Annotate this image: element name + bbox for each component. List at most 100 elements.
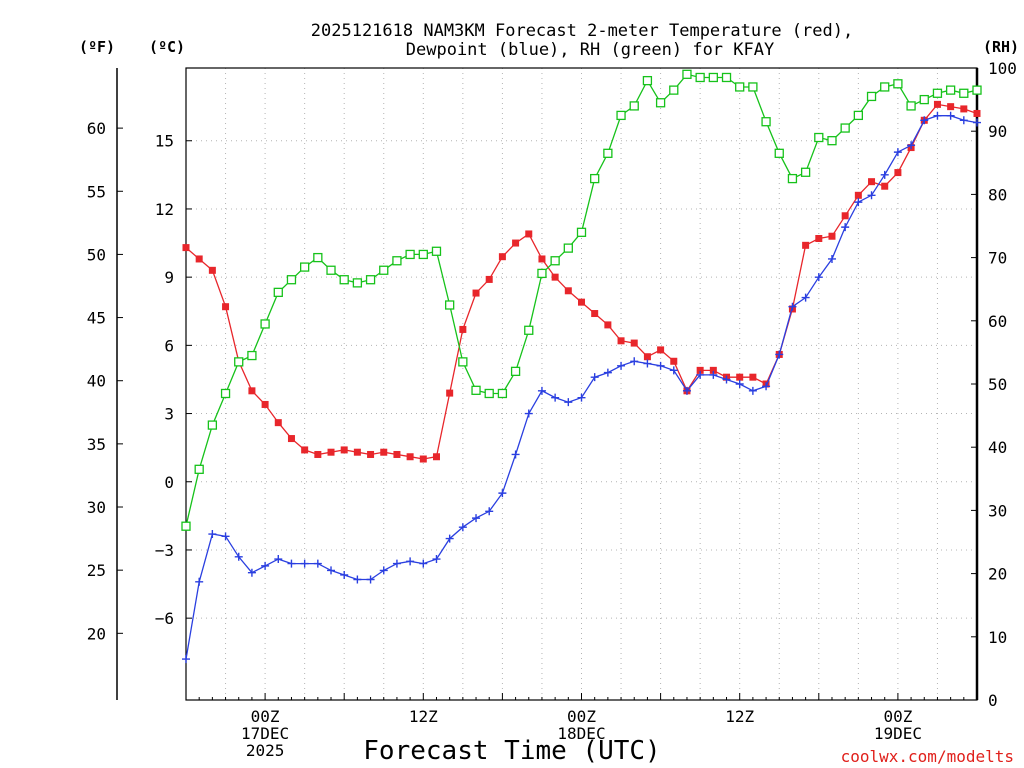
rh-tick-label: 40 bbox=[988, 438, 1007, 457]
data-point bbox=[708, 72, 718, 83]
data-point bbox=[854, 191, 862, 199]
data-point bbox=[459, 325, 467, 333]
data-point bbox=[880, 170, 889, 179]
data-point bbox=[392, 256, 402, 266]
series-dewpoint bbox=[182, 111, 981, 664]
data-point bbox=[775, 350, 784, 359]
data-point bbox=[182, 244, 190, 252]
data-point bbox=[867, 191, 876, 200]
data-point bbox=[405, 249, 415, 260]
data-point bbox=[379, 566, 388, 575]
data-point bbox=[841, 212, 849, 220]
data-point bbox=[195, 577, 204, 586]
data-point bbox=[551, 273, 559, 281]
data-point bbox=[643, 353, 651, 361]
data-point bbox=[840, 123, 850, 133]
data-point bbox=[907, 141, 916, 150]
data-point bbox=[432, 555, 441, 564]
data-point bbox=[432, 453, 440, 461]
x-tick-label: 12Z bbox=[725, 707, 754, 726]
data-point bbox=[945, 85, 956, 95]
data-point bbox=[827, 254, 836, 263]
data-point bbox=[721, 72, 732, 83]
data-point bbox=[538, 255, 546, 263]
data-point bbox=[274, 419, 282, 427]
data-point bbox=[814, 273, 823, 282]
data-point bbox=[920, 116, 929, 125]
data-point bbox=[774, 148, 784, 158]
data-point bbox=[576, 227, 587, 237]
data-point bbox=[537, 268, 547, 279]
series-line bbox=[185, 103, 978, 460]
data-point bbox=[445, 534, 454, 543]
data-point bbox=[946, 111, 955, 120]
data-point bbox=[695, 72, 705, 83]
fahrenheit-tick-label: 30 bbox=[87, 498, 106, 517]
rh-tick-label: 20 bbox=[988, 565, 1007, 584]
data-point bbox=[669, 366, 678, 375]
data-point bbox=[590, 173, 600, 184]
data-point bbox=[682, 386, 691, 395]
data-point bbox=[564, 287, 572, 295]
data-point bbox=[643, 359, 652, 368]
data-point bbox=[392, 559, 401, 568]
x-tick-label: 00Z bbox=[251, 707, 280, 726]
rh-tick-label: 30 bbox=[988, 501, 1007, 520]
data-point bbox=[471, 385, 481, 395]
data-point bbox=[815, 235, 823, 243]
data-point bbox=[735, 82, 745, 92]
fahrenheit-tick-label: 45 bbox=[87, 309, 106, 328]
data-point bbox=[709, 366, 717, 374]
data-point bbox=[510, 366, 521, 377]
x-tick-label: 17DEC bbox=[241, 724, 289, 743]
celsius-tick-label: 9 bbox=[164, 268, 174, 287]
fahrenheit-axis-unit: (ºF) bbox=[79, 38, 115, 56]
data-point bbox=[959, 116, 968, 125]
x-axis-title: Forecast Time (UTC) bbox=[363, 736, 660, 766]
data-point bbox=[498, 253, 506, 261]
rh-tick-label: 100 bbox=[988, 59, 1017, 78]
data-point bbox=[406, 453, 414, 461]
data-point bbox=[866, 91, 877, 102]
data-point bbox=[854, 198, 863, 207]
data-point bbox=[431, 246, 442, 256]
fahrenheit-tick-label: 20 bbox=[87, 624, 106, 643]
data-point bbox=[880, 82, 890, 92]
data-point bbox=[657, 346, 665, 354]
data-point bbox=[881, 182, 889, 190]
data-point bbox=[498, 489, 507, 498]
data-point bbox=[630, 339, 638, 347]
data-point bbox=[787, 173, 798, 184]
data-point bbox=[801, 293, 810, 302]
rh-tick-label: 0 bbox=[988, 691, 998, 710]
data-point bbox=[800, 167, 811, 177]
rh-axis-unit: (RH) bbox=[983, 38, 1019, 56]
chart-title-line1: 2025121618 NAM3KM Forecast 2-meter Tempe… bbox=[311, 21, 853, 41]
celsius-tick-label: −3 bbox=[155, 541, 174, 560]
x-tick-label: 19DEC bbox=[874, 724, 922, 743]
data-point bbox=[749, 373, 757, 381]
data-point bbox=[960, 105, 968, 113]
data-point bbox=[656, 361, 665, 370]
data-point bbox=[234, 357, 244, 367]
data-point bbox=[722, 375, 731, 384]
data-point bbox=[261, 400, 269, 408]
data-point bbox=[630, 357, 639, 366]
data-point bbox=[393, 450, 401, 458]
data-point bbox=[497, 388, 508, 399]
data-point bbox=[655, 98, 666, 108]
data-point bbox=[472, 289, 480, 297]
data-point bbox=[894, 169, 902, 177]
data-point bbox=[617, 337, 625, 345]
data-point bbox=[181, 521, 191, 531]
data-point bbox=[313, 252, 323, 263]
data-point bbox=[207, 420, 218, 430]
data-point bbox=[419, 455, 427, 463]
data-point bbox=[221, 532, 230, 541]
data-point bbox=[748, 82, 758, 92]
data-point bbox=[828, 232, 836, 240]
celsius-tick-label: 0 bbox=[164, 473, 174, 492]
data-point bbox=[365, 275, 376, 285]
rh-tick-label: 80 bbox=[988, 185, 1007, 204]
